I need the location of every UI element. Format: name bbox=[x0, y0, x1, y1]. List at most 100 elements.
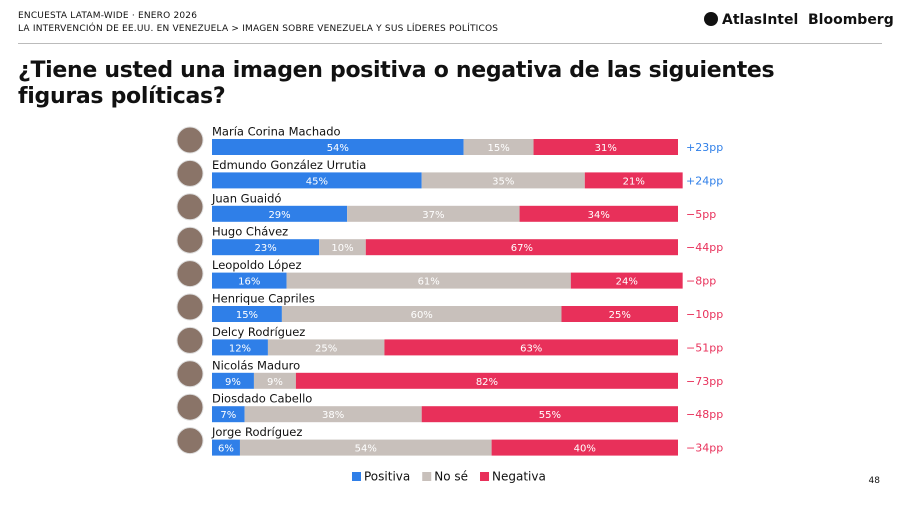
bar-segment bbox=[212, 205, 348, 222]
kicker: ENCUESTA LATAM-WIDE · ENERO 2026 bbox=[18, 11, 198, 21]
data-label: 7% bbox=[220, 410, 236, 421]
bar-segment bbox=[244, 406, 422, 423]
category-label: Edmundo González Urrutia bbox=[212, 158, 366, 172]
bar-segment bbox=[267, 339, 385, 356]
legend-label: Positiva bbox=[364, 470, 410, 484]
net-label: +24pp bbox=[686, 174, 723, 187]
net-label: −10pp bbox=[686, 308, 723, 321]
data-label: 25% bbox=[609, 310, 631, 321]
brand-name: Bloomberg bbox=[808, 12, 894, 28]
data-label: 35% bbox=[492, 176, 514, 187]
avatar bbox=[176, 427, 204, 455]
bar-segment bbox=[421, 172, 585, 189]
data-label: 16% bbox=[238, 277, 260, 288]
bar-segment bbox=[570, 272, 683, 289]
bar-segment bbox=[212, 439, 240, 456]
data-label: 38% bbox=[322, 410, 344, 421]
net-label: −73pp bbox=[686, 375, 723, 388]
avatar bbox=[176, 293, 204, 321]
bar-segment bbox=[384, 339, 678, 356]
bar-segment bbox=[319, 239, 366, 256]
data-label: 9% bbox=[267, 377, 283, 388]
data-label: 10% bbox=[331, 243, 353, 254]
net-label: −51pp bbox=[686, 341, 723, 354]
category-label: Hugo Chávez bbox=[212, 225, 288, 239]
data-label: 61% bbox=[418, 277, 440, 288]
category-label: Henrique Capriles bbox=[212, 292, 315, 306]
bar-segment bbox=[212, 406, 245, 423]
data-label: 67% bbox=[511, 243, 533, 254]
net-label: −5pp bbox=[686, 208, 716, 221]
data-label: 54% bbox=[327, 143, 349, 154]
bar-segment bbox=[584, 172, 683, 189]
avatar bbox=[176, 260, 204, 288]
data-label: 82% bbox=[476, 377, 498, 388]
data-label: 37% bbox=[422, 210, 444, 221]
data-label: 6% bbox=[218, 444, 234, 455]
bar-segment bbox=[519, 205, 678, 222]
category-label: María Corina Machado bbox=[212, 125, 341, 139]
data-label: 25% bbox=[315, 343, 337, 354]
chart-title: ¿Tiene usted una imagen positiva o negat… bbox=[18, 58, 775, 109]
category-label: Nicolás Maduro bbox=[212, 358, 300, 372]
avatar bbox=[176, 326, 204, 354]
data-label: 12% bbox=[229, 343, 251, 354]
category-label: Leopoldo López bbox=[212, 258, 302, 272]
category-label: Diosdado Cabello bbox=[212, 392, 312, 406]
bar-segment bbox=[212, 306, 282, 322]
category-label: Juan Guaidó bbox=[211, 191, 281, 205]
bar-segment bbox=[253, 372, 296, 389]
data-label: 63% bbox=[520, 343, 542, 354]
data-label: 31% bbox=[595, 143, 617, 154]
brand-logo: AtlasIntel bbox=[704, 12, 798, 28]
bar-segment bbox=[533, 139, 678, 155]
bar-segment bbox=[561, 306, 678, 322]
bar-segment bbox=[491, 439, 678, 456]
net-label: −44pp bbox=[686, 241, 723, 254]
bar-segment bbox=[212, 139, 464, 155]
bar-segment bbox=[212, 172, 422, 189]
avatar bbox=[176, 126, 204, 154]
data-label: 54% bbox=[355, 444, 377, 455]
net-label: +23pp bbox=[686, 141, 723, 154]
data-label: 29% bbox=[268, 210, 290, 221]
category-label: Jorge Rodríguez bbox=[211, 425, 302, 439]
data-label: 15% bbox=[236, 310, 258, 321]
bar-segment bbox=[286, 272, 571, 289]
bar-segment bbox=[365, 239, 678, 256]
net-label: −34pp bbox=[686, 442, 723, 455]
bar-segment bbox=[212, 339, 268, 356]
bar-segment bbox=[347, 205, 520, 222]
data-label: 21% bbox=[623, 176, 645, 187]
data-label: 45% bbox=[306, 176, 328, 187]
bar-segment bbox=[212, 239, 320, 256]
data-label: 23% bbox=[254, 243, 276, 254]
bar-segment bbox=[295, 372, 678, 389]
legend-label: Negativa bbox=[492, 470, 546, 484]
data-label: 24% bbox=[616, 277, 638, 288]
breadcrumb: LA INTERVENCIÓN DE EE.UU. EN VENEZUELA >… bbox=[18, 24, 499, 34]
avatar bbox=[176, 393, 204, 421]
brand-name: AtlasIntel bbox=[722, 12, 799, 28]
bar-segment bbox=[281, 306, 562, 322]
data-label: 34% bbox=[588, 210, 610, 221]
divider bbox=[18, 43, 882, 44]
page-number: 48 bbox=[868, 476, 880, 486]
avatar bbox=[176, 193, 204, 221]
category-label: Delcy Rodríguez bbox=[212, 325, 305, 339]
bar-segment bbox=[239, 439, 492, 456]
data-label: 40% bbox=[574, 444, 596, 455]
legend-swatch bbox=[352, 472, 361, 481]
bar-segment bbox=[463, 139, 534, 155]
data-label: 60% bbox=[411, 310, 433, 321]
avatar bbox=[176, 226, 204, 254]
data-label: 55% bbox=[539, 410, 561, 421]
legend-swatch bbox=[480, 472, 490, 481]
avatar bbox=[176, 159, 204, 187]
net-label: −8pp bbox=[686, 275, 716, 288]
bar-segment bbox=[421, 406, 678, 423]
bar-segment bbox=[212, 372, 254, 389]
data-label: 15% bbox=[487, 143, 509, 154]
